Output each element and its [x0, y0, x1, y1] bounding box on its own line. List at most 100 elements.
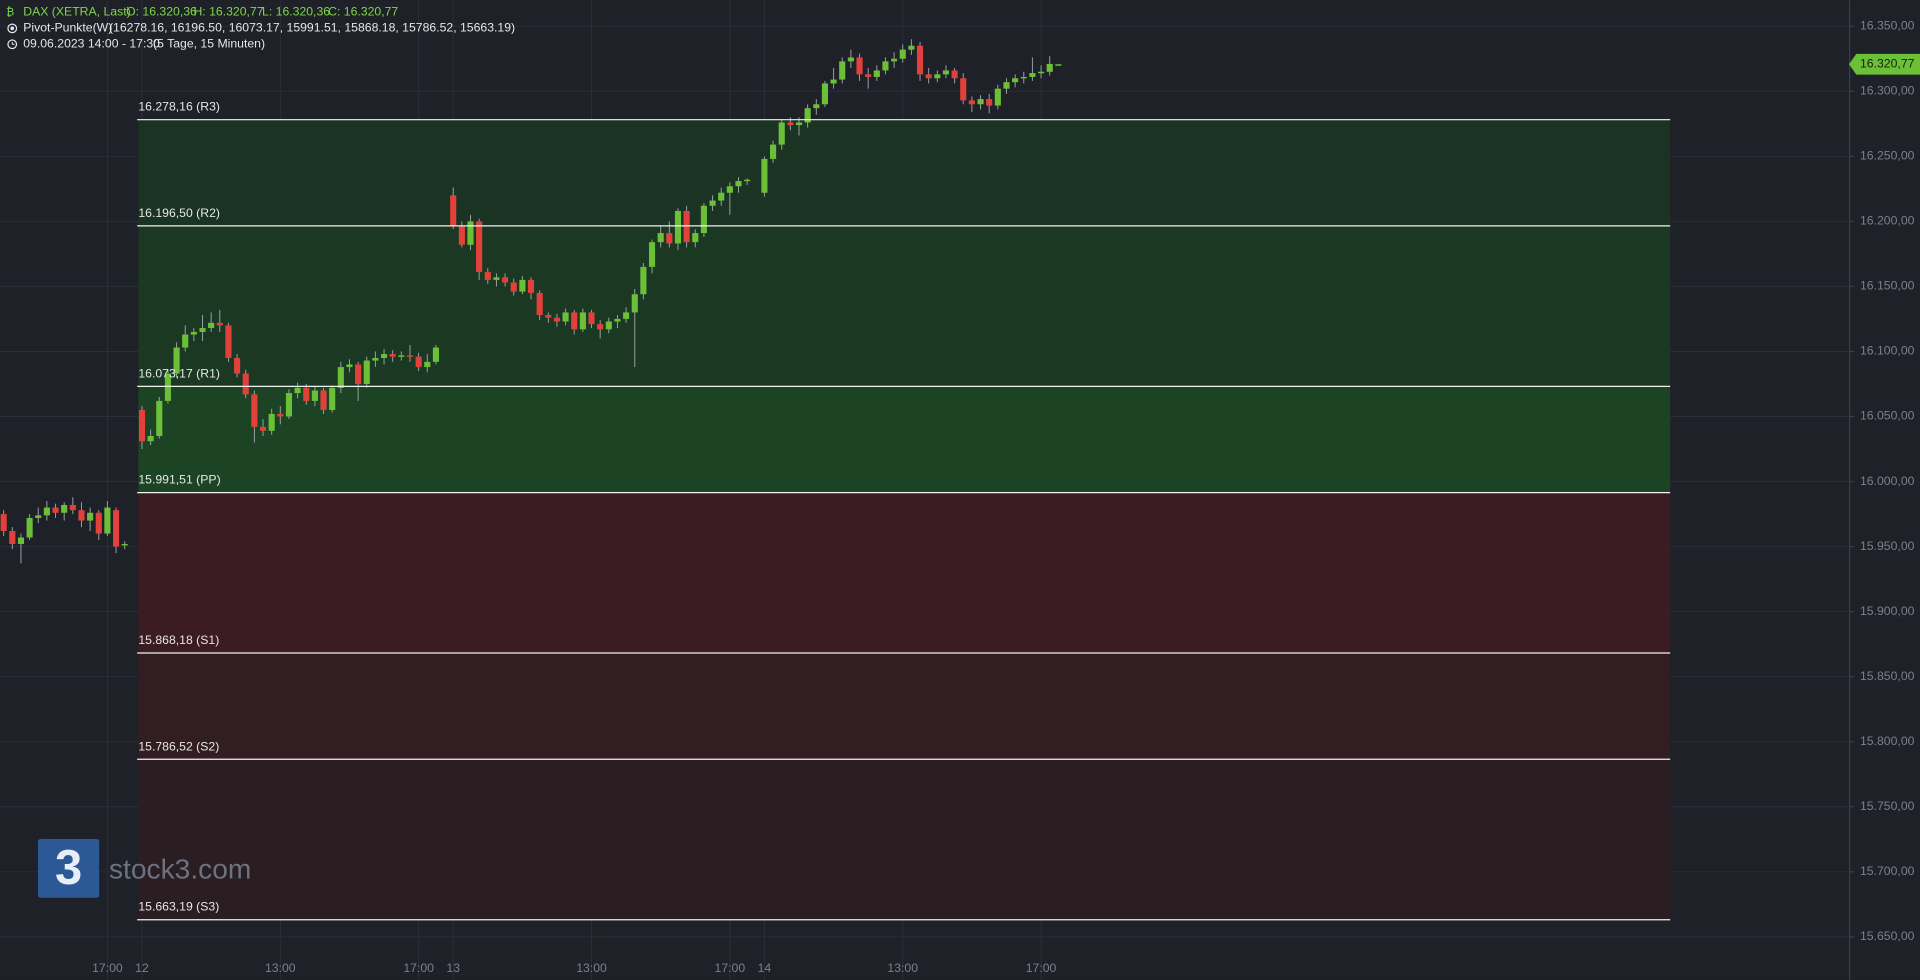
candle-body: [251, 394, 258, 427]
y-tick-label: 15.950,00: [1860, 539, 1915, 553]
candle-body: [865, 74, 872, 77]
candle-body: [476, 221, 483, 273]
candle-body: [190, 331, 197, 335]
clock-hands: [11, 41, 15, 45]
candle-body: [467, 221, 474, 245]
candle-body: [527, 279, 535, 293]
indicator-icon-dot: [10, 26, 15, 31]
candle-body: [95, 512, 102, 534]
watermark-text: stock3.com: [109, 853, 251, 884]
candle-body: [502, 277, 509, 283]
symbol-icon: ₿: [6, 6, 14, 18]
candle-body: [873, 70, 880, 77]
close-value: C: 16.320,77: [328, 5, 398, 19]
y-tick-label: 15.900,00: [1860, 604, 1915, 618]
candle-body: [761, 158, 768, 193]
x-tick-label: 13:00: [887, 961, 918, 975]
candle-body: [234, 357, 241, 374]
candle-body: [545, 315, 552, 318]
pivot-zone: [138, 225, 1671, 387]
candle-body: [588, 312, 595, 325]
candle-body: [259, 426, 267, 431]
pivot-zone: [138, 119, 1671, 226]
candle-body: [0, 514, 7, 531]
symbol: DAX (XETRA, Last): [23, 5, 130, 19]
x-tick-label: 13:00: [576, 961, 607, 975]
candle-body: [26, 517, 33, 538]
candle-body: [380, 354, 388, 358]
candle-body: [311, 390, 318, 401]
candle-body: [424, 361, 431, 368]
pivot-zones: [138, 119, 1671, 920]
candle-body: [709, 200, 716, 206]
y-tick-label: 15.750,00: [1860, 799, 1915, 813]
candle-body: [951, 70, 958, 79]
candle-body: [795, 122, 803, 126]
candle-body: [406, 355, 414, 357]
indicator-name: Pivot-Punkte(W): [23, 21, 112, 35]
candle-body: [493, 277, 500, 280]
pivot-label: 16.073,17 (R1): [138, 366, 220, 380]
y-tick-label: 15.800,00: [1860, 734, 1915, 748]
candle-body: [674, 210, 682, 244]
pivot-label: 16.196,50 (R2): [138, 206, 220, 220]
candle-body: [960, 78, 967, 101]
candle-body: [147, 436, 154, 442]
candle-body: [9, 530, 16, 544]
candle-body: [986, 99, 993, 106]
candle-body: [657, 233, 664, 243]
candle-body: [683, 210, 690, 243]
candle-body: [1046, 63, 1053, 72]
last-price-tag: [1848, 53, 1920, 75]
candle-body: [69, 504, 76, 511]
candle-body: [346, 364, 353, 368]
candle-body: [899, 49, 906, 59]
candle-body: [52, 507, 59, 513]
candle-body: [908, 45, 915, 50]
candle-body: [916, 45, 924, 75]
candle-body: [744, 179, 751, 182]
candle-body: [415, 356, 422, 368]
candle-body: [398, 355, 405, 357]
candle-body: [847, 57, 854, 62]
candle-body: [121, 543, 128, 546]
candle-body: [977, 99, 984, 105]
candle-body: [925, 74, 932, 79]
candle-body: [17, 537, 25, 544]
y-tick-label: 16.050,00: [1860, 409, 1915, 423]
y-tick-label: 16.350,00: [1860, 18, 1915, 32]
header: ₿ DAX (XETRA, Last) O: 16.320,36 H: 16.3…: [6, 5, 515, 51]
candle-body: [277, 413, 284, 417]
last-price-label: 16.320,77: [1860, 56, 1915, 70]
candle-body: [303, 387, 310, 401]
candle-body: [35, 515, 42, 518]
candle-body: [294, 387, 301, 394]
y-tick-label: 15.850,00: [1860, 669, 1915, 683]
candle-body: [666, 233, 673, 244]
price-axis: 15.650,00 15.700,00 15.750,00 15.800,00 15.8…: [92, 18, 1920, 975]
candle-body: [242, 373, 249, 395]
candle-body: [813, 104, 820, 109]
x-tick-label: 17:00: [403, 961, 434, 975]
candle-body: [968, 100, 975, 105]
watermark: 3 stock3.com: [37, 838, 251, 898]
y-tick-label: 16.150,00: [1860, 279, 1915, 293]
candle-body: [432, 347, 439, 362]
candle-body: [173, 347, 180, 374]
x-tick-label: 17:00: [1026, 961, 1057, 975]
candle-body: [389, 354, 396, 357]
open-value: O: 16.320,36: [126, 5, 197, 19]
y-tick-label: 16.000,00: [1860, 474, 1915, 488]
candles: [0, 39, 1062, 564]
candle-body: [458, 226, 465, 245]
x-tick-label: 14: [758, 961, 772, 975]
candle-body: [631, 294, 638, 313]
candle-body: [199, 328, 206, 332]
candle-body: [605, 321, 612, 330]
candle-body: [519, 279, 526, 292]
candle-body: [225, 325, 232, 358]
candle-body: [104, 507, 111, 534]
y-tick-label: 15.650,00: [1860, 929, 1915, 943]
